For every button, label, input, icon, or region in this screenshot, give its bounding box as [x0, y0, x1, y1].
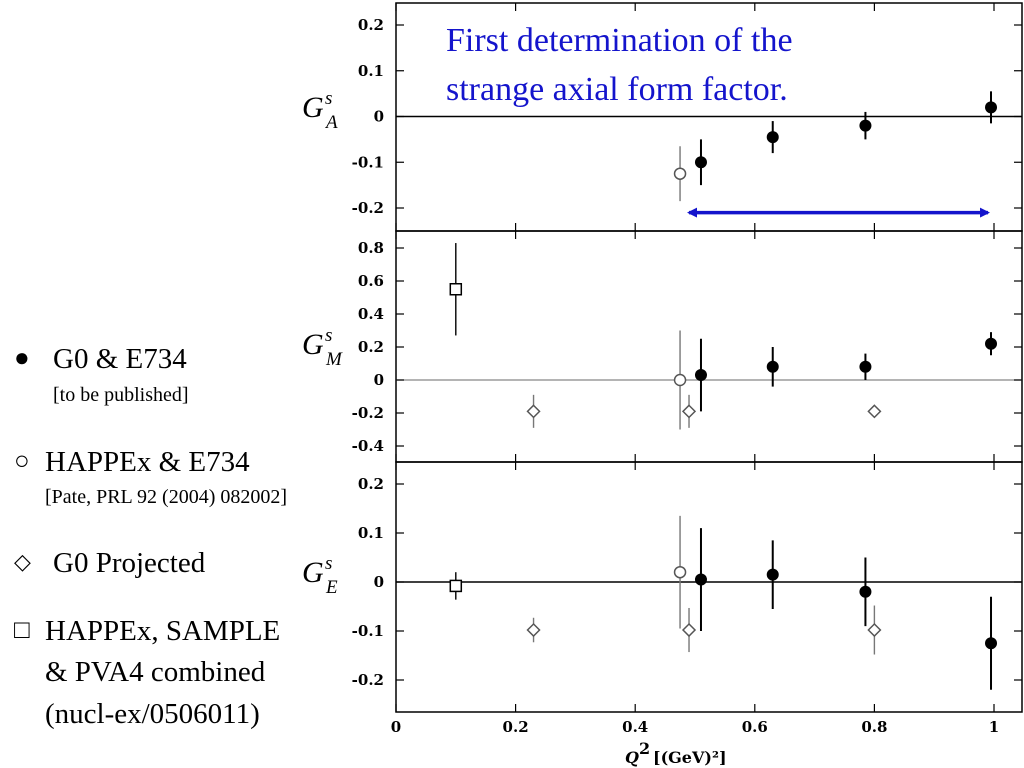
- x-tick-label: 0.4: [622, 718, 648, 736]
- data-point-filled-circle: [859, 585, 872, 598]
- y-tick-label: -0.2: [352, 199, 384, 217]
- legend-label-3: (nucl-ex/0506011): [45, 698, 260, 730]
- data-point-open-diamond: [681, 622, 697, 638]
- data-point-filled-circle: [694, 156, 707, 169]
- filled-circle-icon: ●: [14, 343, 30, 372]
- data-point-open-diamond: [867, 622, 882, 638]
- y-axis-label-sup: s: [325, 553, 332, 574]
- y-tick-label: -0.2: [352, 404, 384, 422]
- y-tick-label: -0.1: [352, 153, 384, 171]
- legend-sub: [to be published]: [53, 384, 189, 406]
- y-tick-label: 0.6: [358, 272, 384, 290]
- data-point-filled-circle: [694, 369, 707, 382]
- y-tick-label: 0.4: [358, 305, 384, 323]
- y-axis-label-sub: A: [324, 112, 338, 133]
- x-tick-label: 1: [989, 718, 999, 736]
- y-tick-label: -0.2: [352, 671, 384, 689]
- y-axis-label: G: [302, 556, 324, 589]
- legend-label: G0 & E734: [53, 343, 187, 375]
- y-tick-label: 0: [374, 573, 384, 591]
- y-tick-label: -0.1: [352, 622, 384, 640]
- data-point-filled-circle: [985, 637, 998, 650]
- data-point-open-square: [449, 579, 463, 593]
- x-tick-label: 0.2: [503, 718, 529, 736]
- y-tick-label: 0: [374, 371, 384, 389]
- data-point-open-circle: [673, 565, 687, 579]
- headline-line-1: First determination of the: [446, 22, 793, 59]
- x-axis-label-units: [(GeV)²]: [653, 748, 727, 767]
- y-axis-label: G: [302, 328, 324, 361]
- headline-text: First determination of the strange axial…: [446, 16, 793, 115]
- open-diamond-icon: ◇: [14, 549, 31, 574]
- data-point-filled-circle: [859, 119, 872, 132]
- data-point-open-circle: [673, 167, 687, 180]
- x-tick-label: 0.6: [742, 718, 768, 736]
- y-axis-label-sub: E: [325, 577, 338, 598]
- data-point-open-diamond: [526, 404, 541, 419]
- y-tick-label: 0.2: [358, 475, 384, 493]
- y-tick-label: 0.2: [358, 16, 384, 34]
- x-axis-label-sup: 2: [639, 739, 650, 758]
- data-point-open-diamond: [867, 404, 882, 419]
- y-tick-label: 0.2: [358, 338, 384, 356]
- y-tick-label: -0.4: [352, 437, 384, 455]
- data-point-filled-circle: [766, 131, 779, 144]
- x-axis-label-main: Q: [625, 748, 639, 767]
- y-tick-label: 0: [374, 108, 384, 126]
- legend-label-2: & PVA4 combined: [45, 656, 266, 688]
- data-point-filled-circle: [859, 360, 872, 373]
- data-point-open-square: [449, 283, 463, 296]
- y-tick-label: 0.1: [358, 524, 384, 542]
- data-point-open-diamond: [681, 404, 697, 419]
- y-tick-label: 0.1: [358, 62, 384, 80]
- y-axis-label-sub: M: [325, 349, 343, 370]
- data-point-filled-circle: [985, 337, 998, 350]
- legend-label: HAPPEx & E734: [45, 446, 250, 478]
- data-point-filled-circle: [694, 573, 707, 586]
- data-point-open-circle: [673, 373, 687, 387]
- data-point-filled-circle: [766, 360, 779, 373]
- y-axis-label-sup: s: [325, 325, 332, 346]
- legend-label: G0 Projected: [53, 547, 206, 579]
- legend-sub: [Pate, PRL 92 (2004) 082002]: [45, 486, 288, 508]
- x-tick-label: 0.8: [861, 718, 887, 736]
- open-square-icon: □: [14, 615, 30, 644]
- y-axis-label: G: [302, 91, 324, 124]
- x-tick-label: 0: [391, 718, 401, 736]
- y-tick-label: 0.8: [358, 239, 384, 257]
- y-axis-label-sup: s: [325, 88, 332, 109]
- legend-label: HAPPEx, SAMPLE: [45, 615, 281, 647]
- data-point-filled-circle: [766, 568, 779, 581]
- data-point-filled-circle: [985, 101, 998, 114]
- data-point-open-diamond: [526, 622, 541, 638]
- panel-frame: [395, 230, 1023, 463]
- open-circle-icon: ○: [14, 446, 30, 475]
- headline-line-2: strange axial form factor.: [446, 71, 788, 109]
- panel-frame: [395, 461, 1023, 713]
